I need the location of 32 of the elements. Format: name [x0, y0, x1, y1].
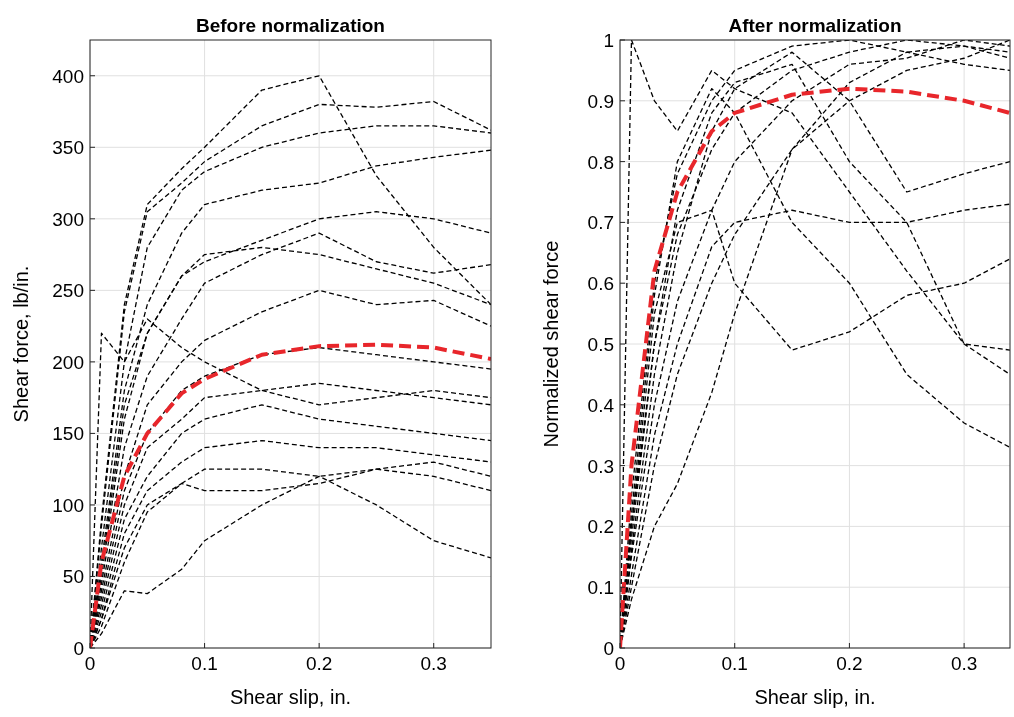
- y-axis-title: Shear force, lb/in.: [10, 265, 32, 423]
- x-tick-label: 0.3: [950, 653, 978, 674]
- x-axis-title: Shear slip, in.: [754, 686, 876, 708]
- y-tick-label: 100: [52, 494, 84, 516]
- x-tick-label: 0.2: [305, 653, 333, 674]
- x-tick-label: 0.1: [191, 653, 218, 674]
- y-tick-label: 0.8: [587, 151, 614, 173]
- y-tick-label: 50: [62, 566, 84, 588]
- y-tick-label: 0.2: [587, 516, 614, 538]
- y-tick-label: 400: [52, 65, 84, 87]
- y-tick-label: 1: [603, 30, 614, 51]
- y-tick-label: 150: [52, 423, 84, 445]
- y-tick-label: 250: [52, 280, 84, 302]
- y-tick-label: 0.9: [587, 90, 614, 112]
- x-axis-title: Shear slip, in.: [229, 686, 352, 708]
- y-tick-label: 200: [52, 351, 84, 373]
- y-tick-label: 0.7: [587, 212, 614, 234]
- y-tick-label: 0.1: [587, 577, 614, 599]
- y-tick-label: 0.5: [587, 334, 614, 355]
- y-tick-label: 0.3: [587, 455, 614, 477]
- x-tick-label: 0.2: [836, 653, 863, 674]
- x-tick-label: 0.1: [721, 653, 748, 674]
- y-tick-label: 350: [52, 137, 84, 159]
- x-tick-label: 0.3: [420, 653, 447, 674]
- chart-title: Before normalization: [196, 15, 385, 36]
- y-tick-label: 0: [73, 638, 84, 659]
- y-tick-label: 0.6: [587, 273, 614, 295]
- y-tick-label: 300: [52, 208, 84, 230]
- y-tick-label: 0.4: [587, 394, 615, 416]
- chart-title: After normalization: [728, 15, 902, 36]
- y-axis-title: Normalized shear force: [540, 240, 562, 448]
- y-tick-label: 0: [603, 638, 614, 659]
